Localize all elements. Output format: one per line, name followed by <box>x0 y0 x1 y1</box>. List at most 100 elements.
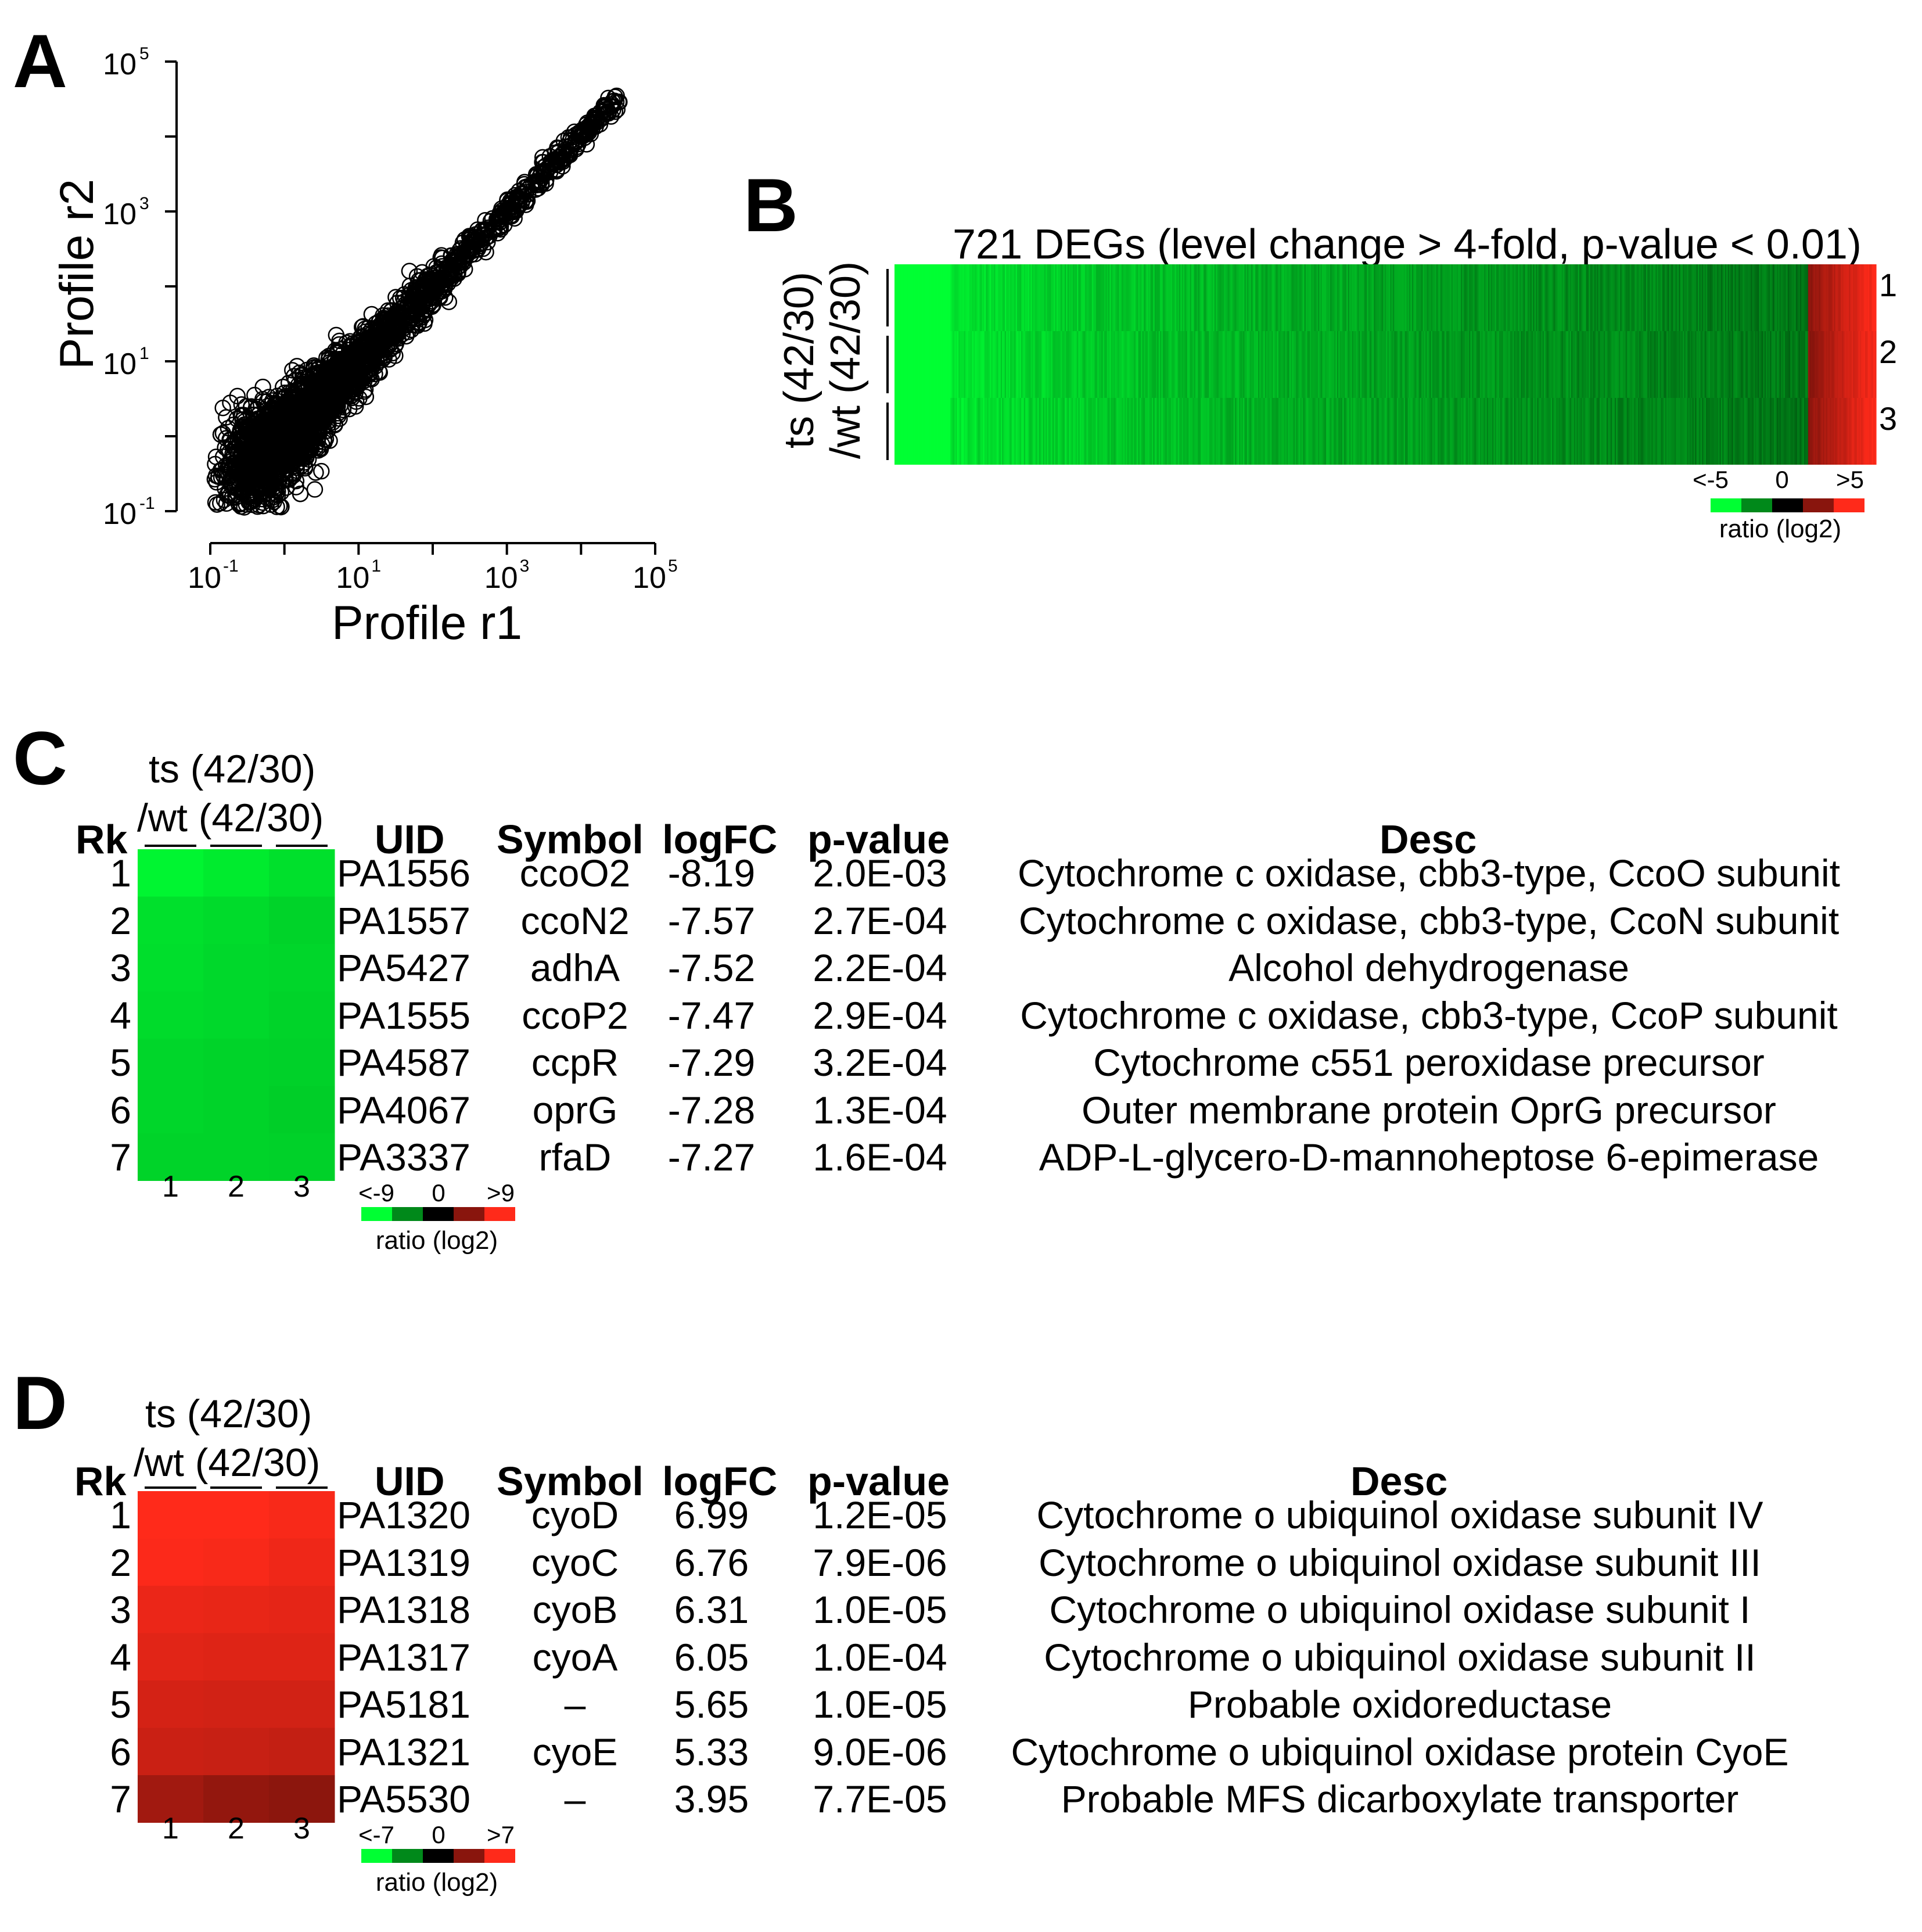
heat-cell <box>984 331 986 398</box>
heat-cell <box>1496 398 1498 465</box>
heat-cell <box>982 331 983 398</box>
heat-cell <box>1722 331 1725 398</box>
heat-cell <box>1485 398 1488 465</box>
heat-cell <box>1609 398 1611 465</box>
heat-cell <box>962 264 965 331</box>
heat-cell <box>1473 264 1475 331</box>
heat-cell <box>1243 264 1245 331</box>
heat-cell <box>921 264 924 331</box>
heat-cell <box>1276 331 1278 398</box>
heat-cell <box>928 331 931 398</box>
cell-symbol: cyoB <box>532 1588 618 1631</box>
heat-cell <box>1248 398 1251 465</box>
heat-cell <box>1463 398 1465 465</box>
heat-cell <box>1621 264 1623 331</box>
heat-cell <box>1704 398 1707 465</box>
heat-cell <box>1326 264 1328 331</box>
heat-cell <box>1356 398 1358 465</box>
heat-cell <box>1253 398 1256 465</box>
heat-cell <box>1154 331 1156 398</box>
heat-cell <box>1315 264 1317 331</box>
heat-cell <box>1665 398 1667 465</box>
heat-cell <box>1497 264 1500 331</box>
heat-cell <box>1213 264 1215 331</box>
heat-cell <box>1107 398 1109 465</box>
heat-cell <box>1277 398 1279 465</box>
heat-cell <box>1664 264 1666 331</box>
heat-cell <box>1610 331 1612 398</box>
heat-cell <box>1657 331 1659 398</box>
heat-cell <box>1115 264 1117 331</box>
heat-cell <box>1125 264 1127 331</box>
x-tick-label: 10 -1 <box>188 556 239 595</box>
y-tick-label: 10 5 <box>103 44 149 81</box>
heat-cell <box>1438 264 1440 331</box>
heat-cell <box>1774 264 1776 331</box>
heat-cell <box>1661 398 1663 465</box>
heat-cell <box>1774 331 1776 398</box>
heat-cell <box>1197 398 1199 465</box>
heat-cell <box>1666 331 1668 398</box>
scale-label: 0 <box>432 1821 445 1848</box>
heat-cell <box>1112 398 1114 465</box>
heat-cell <box>1060 264 1062 331</box>
heat-cell <box>1440 264 1442 331</box>
heat-cell <box>931 398 933 465</box>
heat-cell <box>1580 331 1583 398</box>
heat-cell <box>1647 331 1650 398</box>
heat-cell <box>1578 398 1580 465</box>
heat-cell <box>1493 398 1496 465</box>
heat-cell <box>1799 264 1802 331</box>
heat-cell <box>1850 398 1852 465</box>
heat-cell <box>1801 264 1804 331</box>
heat-cell <box>921 398 924 465</box>
heat-cell <box>1783 398 1786 465</box>
heat-cell <box>1695 398 1697 465</box>
heat-cell <box>1565 331 1568 398</box>
heat-cell <box>1858 398 1860 465</box>
scatter-point <box>606 92 623 109</box>
heat-cell <box>1181 398 1184 465</box>
heat-cell <box>969 331 971 398</box>
heat-cell <box>1090 264 1093 331</box>
heat-cell <box>1209 331 1211 398</box>
heat-cell <box>1850 264 1852 331</box>
heat-cell <box>1220 331 1222 398</box>
heat-cell <box>1199 264 1201 331</box>
heat-cell <box>203 896 270 945</box>
heat-cell <box>1432 331 1434 398</box>
heat-cell <box>1243 398 1245 465</box>
heat-cell <box>1158 331 1161 398</box>
heat-cell <box>1540 331 1542 398</box>
heat-cell <box>203 1133 270 1181</box>
heat-cell <box>1006 398 1008 465</box>
cell-logfc: 6.05 <box>674 1635 749 1679</box>
heat-cell <box>1805 264 1808 331</box>
scatter-point <box>494 208 512 225</box>
cell-desc: Cytochrome c551 peroxidase precursor <box>1093 1041 1765 1084</box>
heat-cell <box>929 331 932 398</box>
heat-cell <box>1576 264 1579 331</box>
heat-cell <box>1455 264 1457 331</box>
scale-label: <-7 <box>358 1821 394 1848</box>
heat-cell <box>1497 331 1500 398</box>
heat-cell <box>1130 264 1132 331</box>
heat-cell <box>1156 398 1158 465</box>
heat-cell <box>1610 264 1612 331</box>
heat-cell <box>1731 398 1734 465</box>
svg-text:-1: -1 <box>139 494 155 513</box>
heat-cell <box>1564 331 1567 398</box>
scale-max-label: >5 <box>1836 466 1864 493</box>
heat-cell <box>1319 331 1321 398</box>
heat-cell <box>1601 331 1603 398</box>
heat-cell <box>1091 398 1094 465</box>
heat-cell <box>1589 331 1591 398</box>
heat-cell <box>1352 331 1354 398</box>
heat-cell <box>1025 331 1027 398</box>
heat-cell <box>1387 264 1389 331</box>
heat-cell <box>1546 331 1549 398</box>
heat-cell <box>1820 398 1822 465</box>
heat-cell <box>1355 331 1357 398</box>
